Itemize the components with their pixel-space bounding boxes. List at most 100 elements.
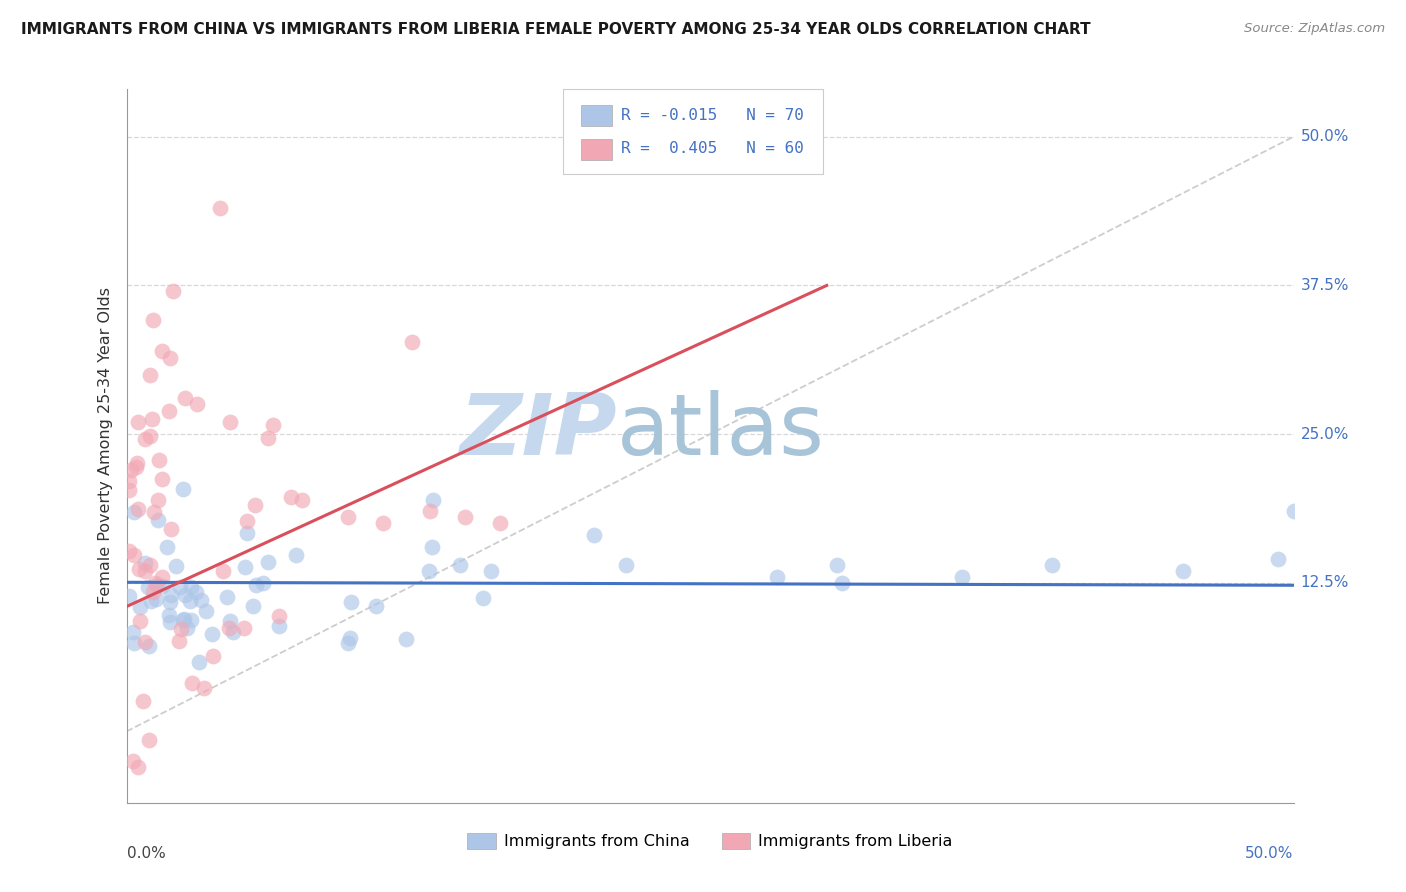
Point <box>211 564 233 578</box>
Point <box>134 556 156 570</box>
Point <box>218 621 240 635</box>
Point <box>401 334 423 349</box>
Legend: Immigrants from China, Immigrants from Liberia: Immigrants from China, Immigrants from L… <box>461 826 959 855</box>
Point <box>159 615 181 629</box>
Point <box>150 570 173 584</box>
Point <box>418 564 440 578</box>
Point <box>221 625 243 640</box>
Point <box>174 588 197 602</box>
Point <box>243 499 266 513</box>
Point <box>201 626 224 640</box>
Point <box>420 540 443 554</box>
Point <box>122 505 145 519</box>
Point <box>336 636 359 650</box>
Y-axis label: Female Poverty Among 25-34 Year Olds: Female Poverty Among 25-34 Year Olds <box>97 287 112 605</box>
Point <box>280 490 302 504</box>
Point <box>148 453 170 467</box>
Point <box>337 510 360 524</box>
Point <box>150 579 173 593</box>
Point <box>172 482 194 496</box>
Point <box>162 285 184 299</box>
Point <box>159 595 181 609</box>
Point <box>122 754 145 768</box>
Point <box>262 418 284 433</box>
Point <box>245 578 267 592</box>
Point <box>127 415 149 429</box>
Point <box>218 615 240 629</box>
Point <box>159 403 181 417</box>
Point <box>257 555 280 569</box>
Point <box>219 415 242 429</box>
Point <box>215 590 238 604</box>
Point <box>180 676 202 690</box>
Point <box>180 613 202 627</box>
Point <box>339 631 361 645</box>
Text: ZIP: ZIP <box>458 390 617 474</box>
Point <box>139 558 162 572</box>
Point <box>236 514 259 528</box>
Point <box>831 575 853 590</box>
Point <box>142 585 165 599</box>
Point <box>129 615 152 629</box>
Text: 0.0%: 0.0% <box>127 846 166 861</box>
Point <box>193 681 215 695</box>
Point <box>422 492 444 507</box>
Point <box>122 635 145 649</box>
Point <box>138 732 160 747</box>
Point <box>134 432 156 446</box>
Point <box>128 599 150 614</box>
Point <box>145 578 167 592</box>
Text: R =  0.405   N = 60: R = 0.405 N = 60 <box>620 142 803 156</box>
Point <box>825 558 848 572</box>
Point <box>252 576 274 591</box>
Point <box>1040 558 1063 572</box>
Point <box>479 564 502 578</box>
Point <box>118 589 141 603</box>
Point <box>766 570 789 584</box>
Point <box>582 528 605 542</box>
Point <box>120 463 142 477</box>
Point <box>285 548 308 562</box>
Point <box>146 492 169 507</box>
Point <box>950 570 973 584</box>
Point <box>134 635 156 649</box>
Point <box>201 648 224 663</box>
Text: R = -0.015   N = 70: R = -0.015 N = 70 <box>620 108 803 122</box>
Point <box>170 622 193 636</box>
Point <box>172 613 194 627</box>
Point <box>122 548 145 562</box>
Point <box>160 522 183 536</box>
Point <box>471 591 494 606</box>
Point <box>139 429 162 443</box>
Point <box>150 472 173 486</box>
Point <box>136 580 159 594</box>
Point <box>235 526 257 541</box>
Point <box>139 594 162 608</box>
Point <box>143 575 166 590</box>
Point <box>127 760 149 774</box>
Point <box>118 544 141 558</box>
Point <box>194 604 217 618</box>
Point <box>139 368 162 382</box>
Point <box>232 621 254 635</box>
Text: 12.5%: 12.5% <box>1301 575 1348 591</box>
Point <box>148 513 170 527</box>
Point <box>267 619 290 633</box>
Point <box>176 622 198 636</box>
Point <box>122 624 145 639</box>
Point <box>145 591 167 606</box>
Point <box>290 492 312 507</box>
Point <box>118 474 141 488</box>
Point <box>395 632 418 647</box>
Point <box>186 397 208 411</box>
Point <box>169 580 191 594</box>
Point <box>489 516 512 531</box>
Point <box>165 559 187 574</box>
Point <box>1267 552 1289 566</box>
Point <box>174 392 197 406</box>
Point <box>159 351 181 365</box>
Point <box>167 633 190 648</box>
Point <box>125 459 148 474</box>
Point <box>157 608 180 623</box>
Text: 37.5%: 37.5% <box>1301 278 1348 293</box>
